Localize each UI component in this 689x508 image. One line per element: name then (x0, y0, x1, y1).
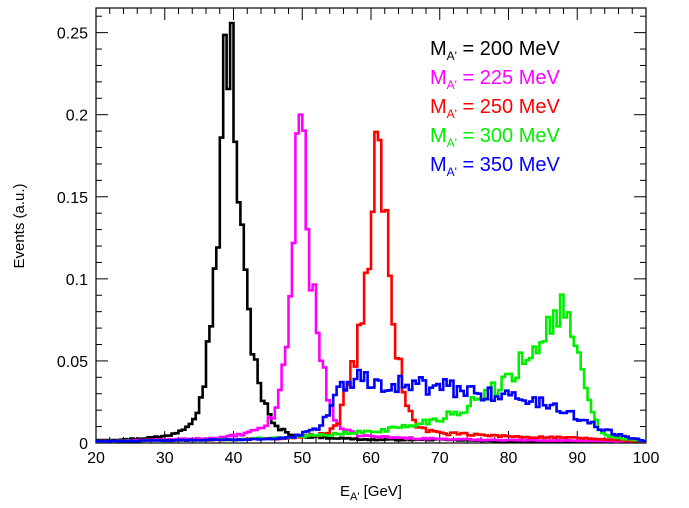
y-tick-label: 0.1 (66, 272, 88, 289)
series-layer (96, 21, 646, 443)
x-tick-label: 70 (431, 450, 449, 467)
series-line-4 (96, 293, 646, 443)
series-line-3 (96, 130, 646, 443)
x-tick-label: 80 (500, 450, 518, 467)
x-tick-label: 40 (225, 450, 243, 467)
legend-entry-5: MA' = 350 MeV (430, 154, 560, 179)
legend: MA' = 200 MeV MA' = 225 MeV MA' = 250 MeV M… (430, 38, 560, 179)
series-line-2 (96, 113, 646, 443)
y-tick-label: 0.15 (57, 190, 88, 207)
y-axis-label: Events (a.u.) (11, 183, 28, 268)
legend-entry-2: MA' = 225 MeV (430, 67, 560, 92)
x-tick-label: 90 (568, 450, 586, 467)
x-axis-label-sub: A' (350, 491, 359, 503)
legend-entry-4: MA' = 300 MeV (430, 125, 560, 150)
x-tick-label: 20 (87, 450, 105, 467)
x-tick-label: 50 (293, 450, 311, 467)
series-line-5 (96, 368, 646, 443)
x-tick-label: 30 (156, 450, 174, 467)
y-tick-label: 0.05 (57, 354, 88, 371)
legend-entry-3: MA' = 250 MeV (430, 96, 560, 121)
y-tick-label: 0.25 (57, 26, 88, 43)
x-tick-label: 100 (633, 450, 660, 467)
y-tick-label: 0.2 (66, 108, 88, 125)
axis-ticks (95, 8, 647, 444)
y-tick-label: 0 (79, 436, 88, 453)
x-axis-label-main: E (340, 483, 350, 500)
x-tick-label: 60 (362, 450, 380, 467)
x-axis-label-unit: [GeV] (359, 483, 402, 500)
axis-tick-labels: 20 30 40 50 60 70 80 90 100 0 0.05 0.1 0.15 0.2 0.25 (57, 26, 660, 467)
x-axis-label: EA' [GeV] (340, 483, 402, 503)
legend-entry-1: MA' = 200 MeV (430, 38, 560, 63)
